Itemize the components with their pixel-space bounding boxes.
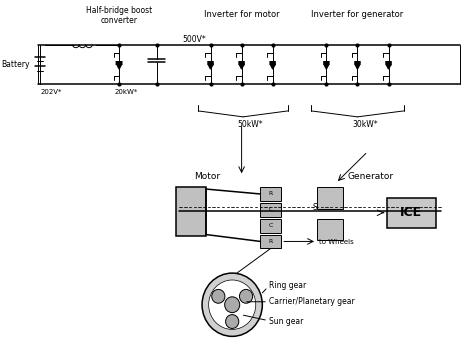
Text: 500V*: 500V* (182, 35, 206, 44)
Bar (260, 187, 281, 201)
Polygon shape (117, 62, 122, 67)
Circle shape (209, 280, 256, 329)
Polygon shape (270, 62, 275, 67)
Text: S: S (312, 203, 317, 212)
Text: R: R (269, 239, 273, 244)
Bar (260, 203, 281, 217)
Text: Carrier/Planetary gear: Carrier/Planetary gear (269, 297, 355, 306)
Text: R: R (269, 192, 273, 197)
Text: ICE: ICE (400, 206, 422, 219)
Text: Battery: Battery (1, 60, 30, 69)
Text: Generator: Generator (347, 172, 393, 181)
Polygon shape (208, 64, 213, 69)
Text: Motor: Motor (194, 172, 220, 181)
Polygon shape (355, 64, 360, 69)
Bar (317, 219, 343, 240)
Bar (317, 187, 343, 209)
Circle shape (202, 273, 262, 337)
Circle shape (225, 297, 240, 313)
Bar (260, 219, 281, 233)
Polygon shape (386, 64, 391, 69)
Polygon shape (324, 64, 329, 69)
Bar (260, 235, 281, 248)
Text: Inverter for generator: Inverter for generator (311, 10, 403, 19)
Polygon shape (239, 64, 244, 69)
Text: 50kW*: 50kW* (238, 120, 264, 129)
Polygon shape (117, 64, 122, 69)
Text: 20kW*: 20kW* (114, 89, 138, 95)
Bar (176, 187, 206, 237)
Polygon shape (208, 62, 213, 67)
Text: Half-bridge boost
converter: Half-bridge boost converter (86, 5, 152, 25)
Text: Sun gear: Sun gear (269, 317, 303, 326)
Circle shape (226, 315, 239, 328)
Text: Inverter for motor: Inverter for motor (204, 10, 280, 19)
Polygon shape (386, 62, 391, 67)
Text: 202V*: 202V* (40, 89, 62, 95)
Text: 30kW*: 30kW* (352, 120, 378, 129)
Polygon shape (239, 62, 244, 67)
Bar (387, 198, 436, 227)
Polygon shape (324, 62, 329, 67)
Polygon shape (355, 62, 360, 67)
Circle shape (212, 289, 225, 303)
Circle shape (239, 289, 253, 303)
Polygon shape (270, 64, 275, 69)
Text: Ring gear: Ring gear (269, 281, 306, 290)
Text: C: C (269, 207, 273, 212)
Text: to Wheels: to Wheels (319, 239, 354, 246)
Text: C: C (269, 223, 273, 228)
